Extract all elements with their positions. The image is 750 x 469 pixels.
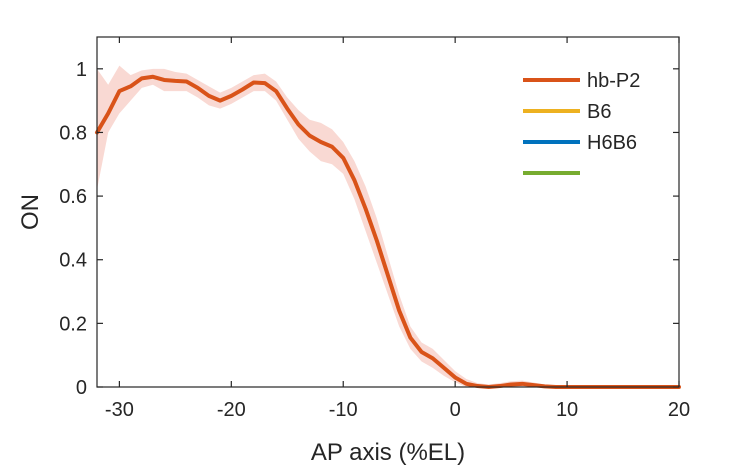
x-tick-label: 10 bbox=[556, 399, 578, 421]
legend: hb-P2 B6 H6B6 bbox=[523, 70, 640, 175]
y-axis-label: ON bbox=[17, 194, 44, 230]
x-tick-label: 0 bbox=[450, 399, 461, 421]
x-tick-label: -30 bbox=[105, 399, 134, 421]
x-tick-label: -10 bbox=[329, 399, 358, 421]
y-tick-label: 0.8 bbox=[59, 122, 87, 144]
plot-frame bbox=[96, 36, 680, 388]
y-tick-label: 0 bbox=[76, 377, 87, 399]
y-tick-label: 0.2 bbox=[59, 313, 87, 335]
y-tick-label: 0.6 bbox=[59, 186, 87, 208]
x-axis-label: AP axis (%EL) bbox=[311, 439, 465, 466]
plot-background bbox=[97, 37, 679, 387]
tick-layer: -30 -20 -10 0 10 20 0 0.2 0.4 0.6 0.8 1 bbox=[59, 37, 690, 421]
y-tick-label: 1 bbox=[76, 59, 87, 81]
x-tick-label: 20 bbox=[668, 399, 690, 421]
y-tick-label: 0.4 bbox=[59, 250, 87, 272]
legend-label-0: hb-P2 bbox=[587, 70, 640, 92]
x-tick-label: -20 bbox=[217, 399, 246, 421]
legend-label-1: B6 bbox=[587, 101, 611, 123]
legend-label-2: H6B6 bbox=[587, 132, 637, 154]
